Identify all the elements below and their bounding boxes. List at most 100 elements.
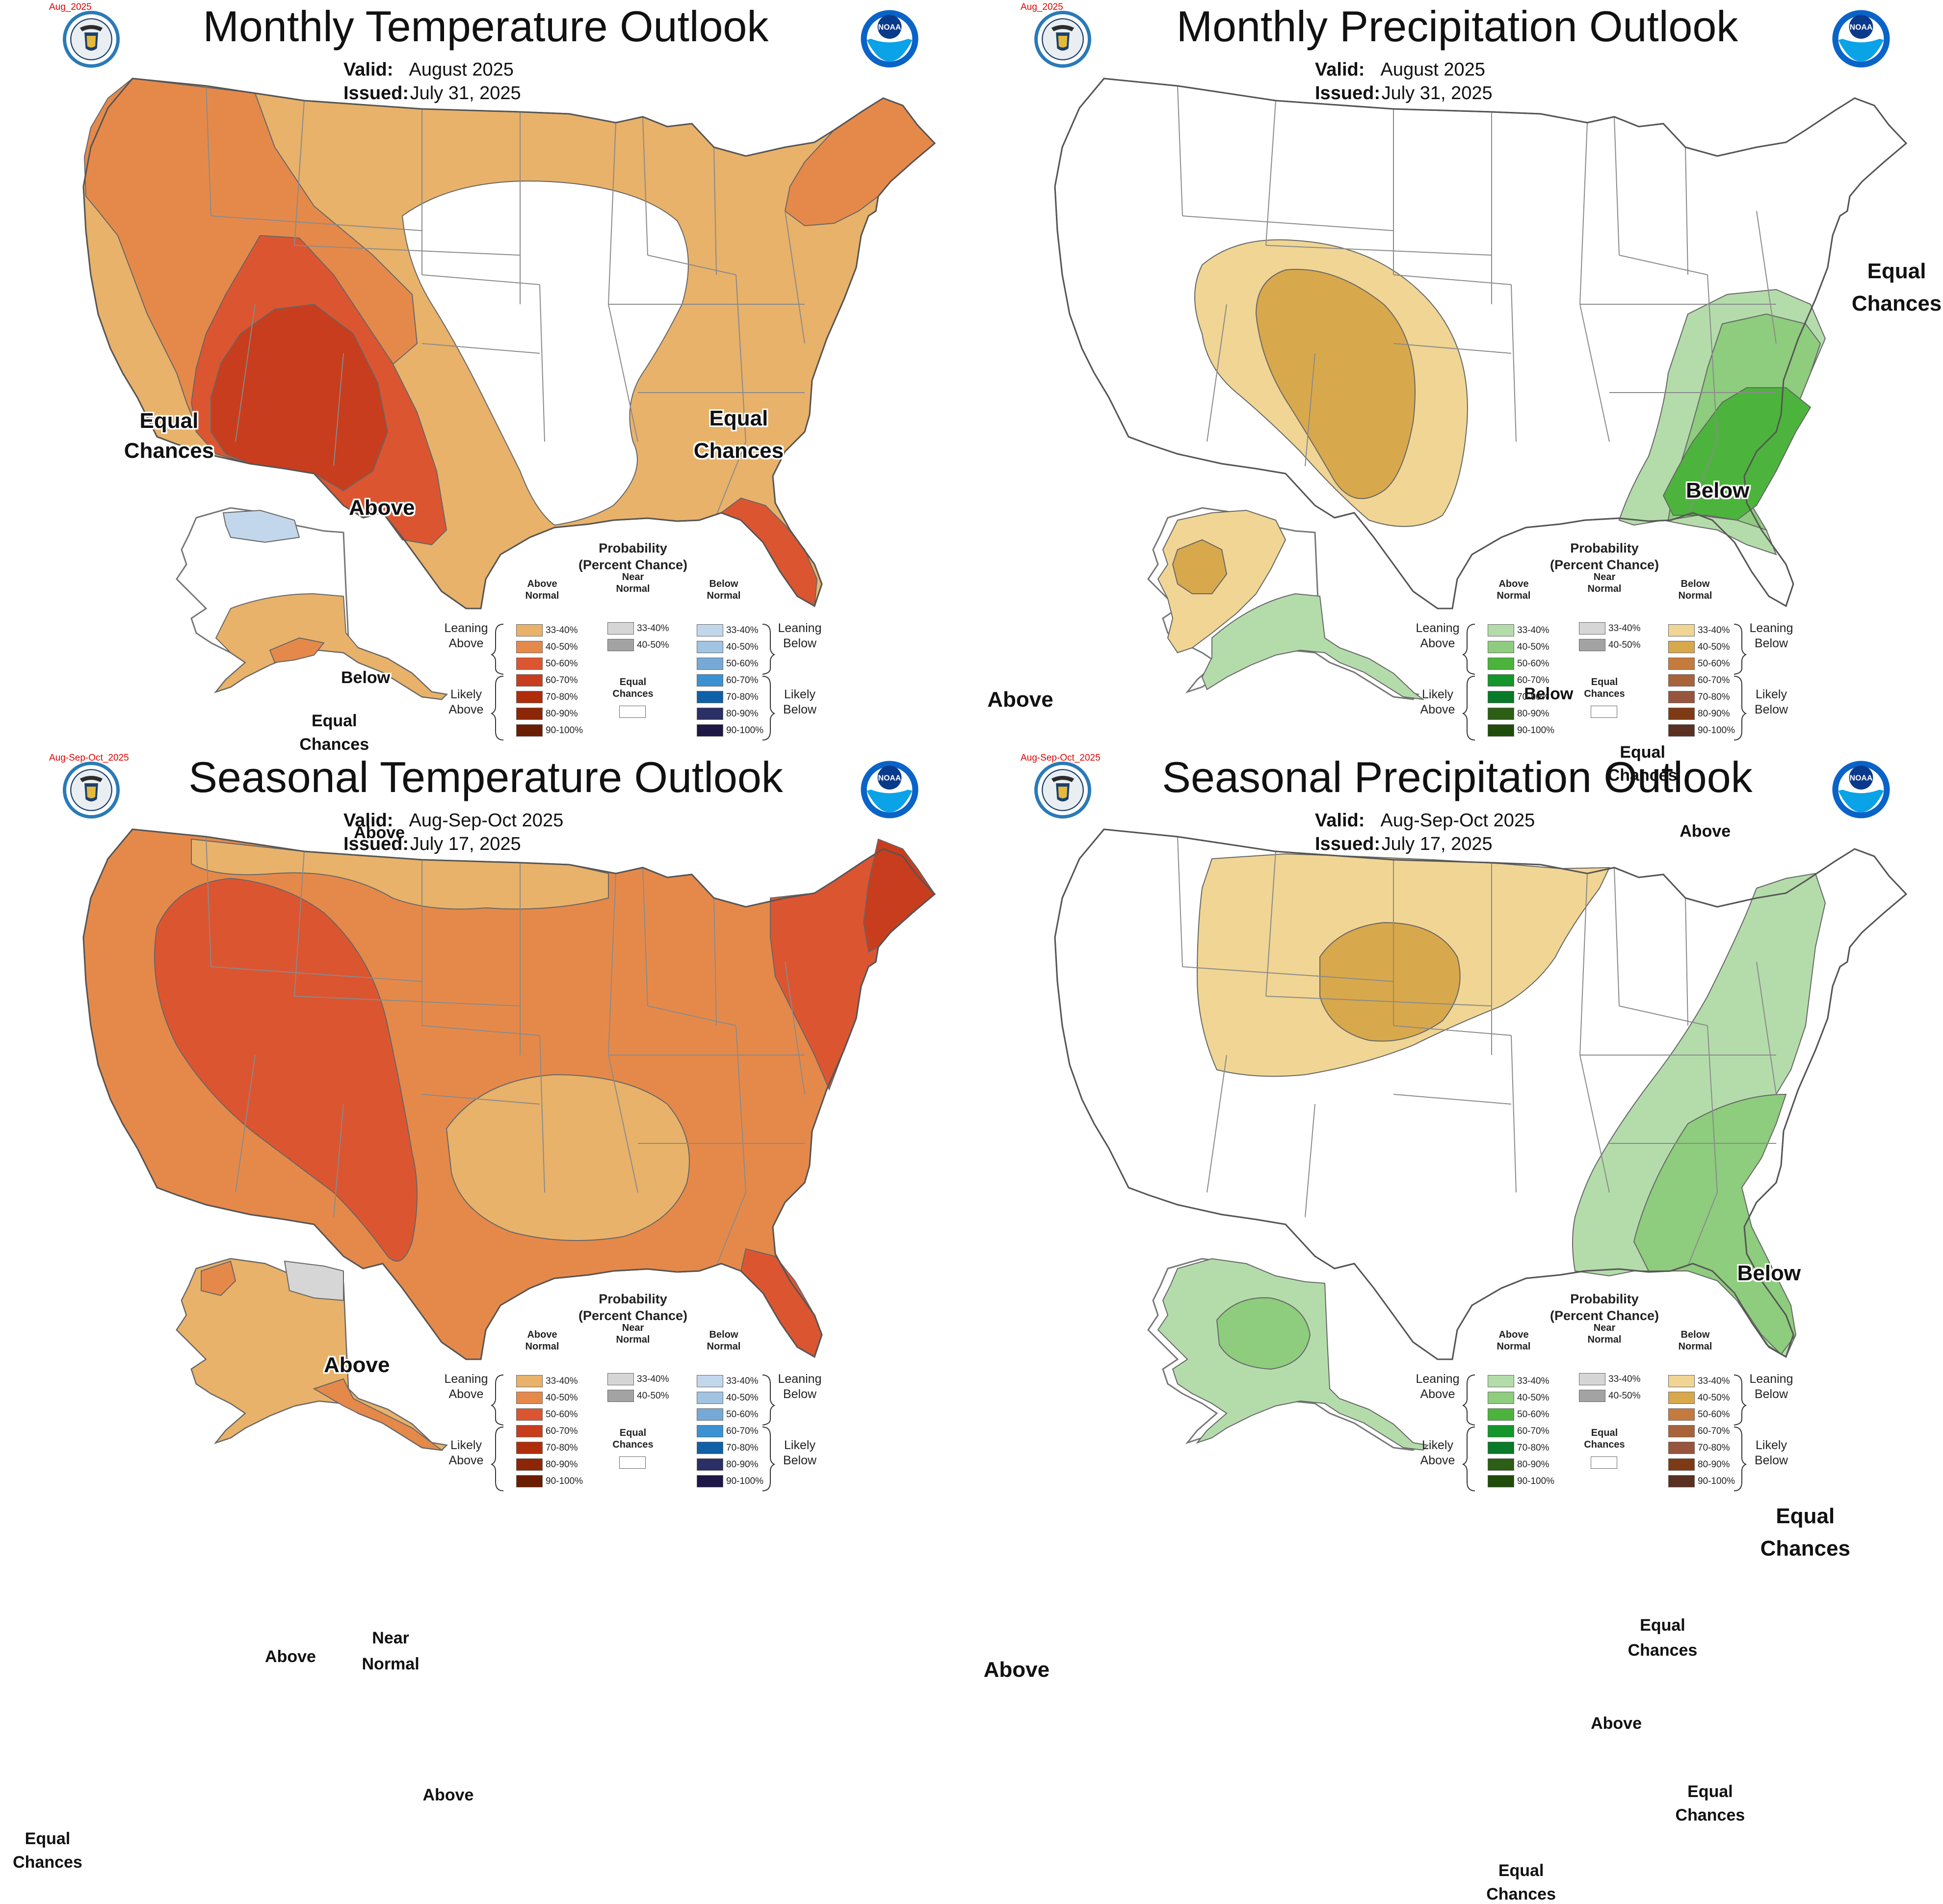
commerce-seal-icon: [63, 11, 120, 68]
legend-heading: Probability (Percent Chance): [1549, 541, 1659, 572]
legend-swatch-below-7: [697, 724, 723, 737]
svg-text:NOAA: NOAA: [878, 774, 901, 783]
legend-equal-chances: Equal Chances: [1584, 677, 1625, 699]
legend-range-near: 33-40%: [1608, 1374, 1641, 1384]
legend-range-below: 60-70%: [726, 1426, 759, 1436]
legend-range-below: 90-100%: [726, 1476, 764, 1486]
legend-range-below: 60-70%: [1698, 675, 1730, 686]
legend-range-above: 70-80%: [1517, 692, 1549, 702]
probability-region: [446, 1074, 690, 1241]
legend-range-above: 33-40%: [546, 625, 578, 635]
legend-range-below: 70-80%: [726, 692, 759, 702]
alaska-probability-region: [222, 509, 300, 543]
legend-near-normal-heading: Near Normal: [616, 572, 650, 594]
legend-swatch-below-2: [697, 1392, 723, 1404]
legend-swatch-below-6: [697, 708, 723, 720]
legend-swatch-below-5: [1668, 1442, 1695, 1454]
state-boundaries: [1177, 85, 1777, 516]
legend-swatch-above-7: [516, 1475, 543, 1487]
legend-range-near: 40-50%: [637, 1391, 669, 1401]
issued-label: Issued:: [343, 83, 409, 104]
legend-heading: Probability (Percent Chance): [578, 541, 688, 572]
region-label-ak-ec-1: Equal: [25, 1829, 71, 1848]
alaska-probability-region: [269, 637, 325, 663]
legend-swatch-below-7: [1668, 1475, 1695, 1487]
valid-value: August 2025: [409, 59, 514, 80]
alaska-probability-region: [214, 593, 448, 700]
legend-swatch-above-2: [1488, 1392, 1514, 1404]
legend-bracket-right: [762, 1375, 775, 1491]
legend-range-above: 50-60%: [546, 659, 578, 669]
legend-range-below: 33-40%: [726, 625, 759, 635]
legend-range-below: 33-40%: [1698, 625, 1730, 635]
region-label-ak-ec-se-2: Chances: [1675, 1805, 1745, 1825]
region-label-ak-near-1: Near: [372, 1628, 409, 1647]
region-label-conus-below: Below: [1685, 478, 1750, 502]
legend-swatch-below-2: [1668, 641, 1695, 653]
legend-range-above: 50-60%: [1517, 659, 1549, 669]
legend-swatch-above-3: [1488, 658, 1514, 670]
region-label-ak-above: Above: [1680, 822, 1731, 841]
legend-range-below: 33-40%: [726, 1376, 759, 1386]
region-label-conus-ec-2: Chances: [1851, 291, 1942, 316]
probability-legend: Probability (Percent Chance) Above Normal …: [1413, 540, 1796, 746]
region-label-conus-ec-s-1: Equal: [1776, 1504, 1835, 1529]
legend-below-normal-heading: Below Normal: [707, 579, 741, 601]
legend-range-above: 60-70%: [1517, 1426, 1549, 1436]
legend-range-below: 60-70%: [726, 675, 759, 686]
legend-swatch-below-1: [1668, 624, 1695, 636]
legend-range-below: 80-90%: [1698, 1459, 1730, 1470]
legend-above-normal-heading: Above Normal: [525, 1329, 559, 1352]
alaska-probability-region: [284, 1260, 344, 1301]
legend-swatch-above-1: [516, 624, 543, 636]
legend-range-above: 90-100%: [546, 1476, 583, 1486]
region-label-conus-above-fl: Above: [983, 1658, 1050, 1682]
legend-swatch-below-1: [697, 1375, 723, 1387]
legend-range-below: 33-40%: [1698, 1376, 1730, 1386]
legend-range-near: 33-40%: [637, 1374, 669, 1384]
outlook-title: Seasonal Precipitation Outlook: [1162, 753, 1753, 801]
region-label-ak-ec-2: Chances: [1607, 766, 1678, 785]
legend-swatch-above-5: [516, 1442, 543, 1454]
valid-issued-block: Valid: Aug-Sep-Oct 2025 Issued: July 17,…: [1315, 809, 1535, 856]
region-label-ak-above: Above: [354, 823, 405, 842]
legend-swatch-equal-chances: [619, 706, 646, 718]
legend-range-near: 40-50%: [1608, 1391, 1641, 1401]
legend-range-below: 50-60%: [726, 659, 759, 669]
issued-value: July 17, 2025: [410, 834, 521, 854]
legend-bracket-left: [1462, 1375, 1475, 1491]
region-label-ak-below: Below: [1524, 684, 1574, 703]
alaska-probability-region: [313, 1378, 444, 1451]
legend-equal-chances: Equal Chances: [1584, 1428, 1625, 1450]
outlook-panel-4: Aug-Sep-Oct_2025 NOAA Seasonal Precipita…: [972, 751, 1943, 1904]
legend-below-normal-heading: Below Normal: [1678, 1329, 1712, 1352]
legend-bracket-right: [1733, 624, 1747, 740]
legend-near-normal-heading: Near Normal: [1587, 1322, 1622, 1345]
issued-label: Issued:: [1315, 834, 1381, 854]
noaa-logo-icon: NOAA: [1832, 761, 1890, 819]
outlook-title: Monthly Temperature Outlook: [203, 2, 769, 51]
region-label-conus-below: Below: [1737, 1261, 1801, 1286]
valid-issued-block: Valid: August 2025 Issued: July 31, 2025: [343, 58, 521, 105]
outlook-map: [82, 78, 936, 700]
legend-swatch-near-2: [1579, 639, 1605, 651]
alaska-probability-region: [1172, 539, 1228, 594]
commerce-seal-icon: [1034, 11, 1091, 68]
legend-range-below: 40-50%: [726, 642, 759, 652]
legend-leaning-below: Leaning Below: [778, 621, 822, 650]
valid-value: Aug-Sep-Oct 2025: [1380, 810, 1535, 831]
legend-range-below: 40-50%: [1698, 1393, 1730, 1403]
legend-above-normal-heading: Above Normal: [1497, 579, 1531, 601]
region-label-conus-ec-central-1: Equal: [709, 406, 768, 431]
legend-likely-below: Likely Below: [783, 1438, 817, 1467]
legend-range-above: 80-90%: [546, 1459, 578, 1470]
legend-range-below: 40-50%: [1698, 642, 1730, 652]
legend-range-above: 33-40%: [1517, 625, 1549, 635]
legend-likely-below: Likely Below: [1754, 1438, 1788, 1467]
legend-swatch-below-6: [1668, 1458, 1695, 1471]
legend-range-below: 80-90%: [726, 709, 759, 719]
legend-range-above: 60-70%: [546, 1426, 578, 1436]
legend-swatch-above-5: [1488, 691, 1514, 703]
legend-range-above: 60-70%: [1517, 675, 1549, 686]
period-tag: Aug-Sep-Oct_2025: [1021, 753, 1101, 763]
